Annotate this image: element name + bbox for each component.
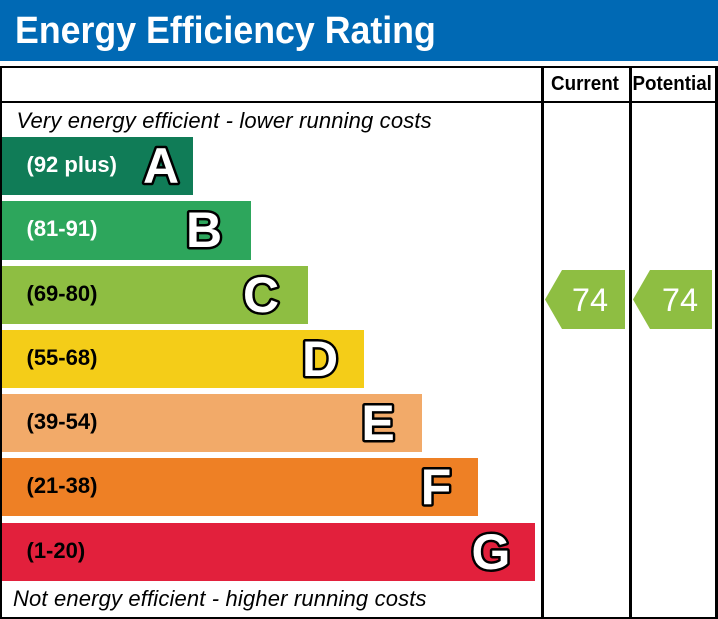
svg-text:G: G: [472, 524, 511, 580]
svg-text:C: C: [243, 267, 279, 323]
svg-text:D: D: [302, 331, 338, 387]
svg-text:A: A: [143, 138, 179, 194]
svg-text:B: B: [186, 202, 222, 258]
svg-text:F: F: [421, 459, 452, 515]
svg-text:E: E: [361, 395, 394, 451]
